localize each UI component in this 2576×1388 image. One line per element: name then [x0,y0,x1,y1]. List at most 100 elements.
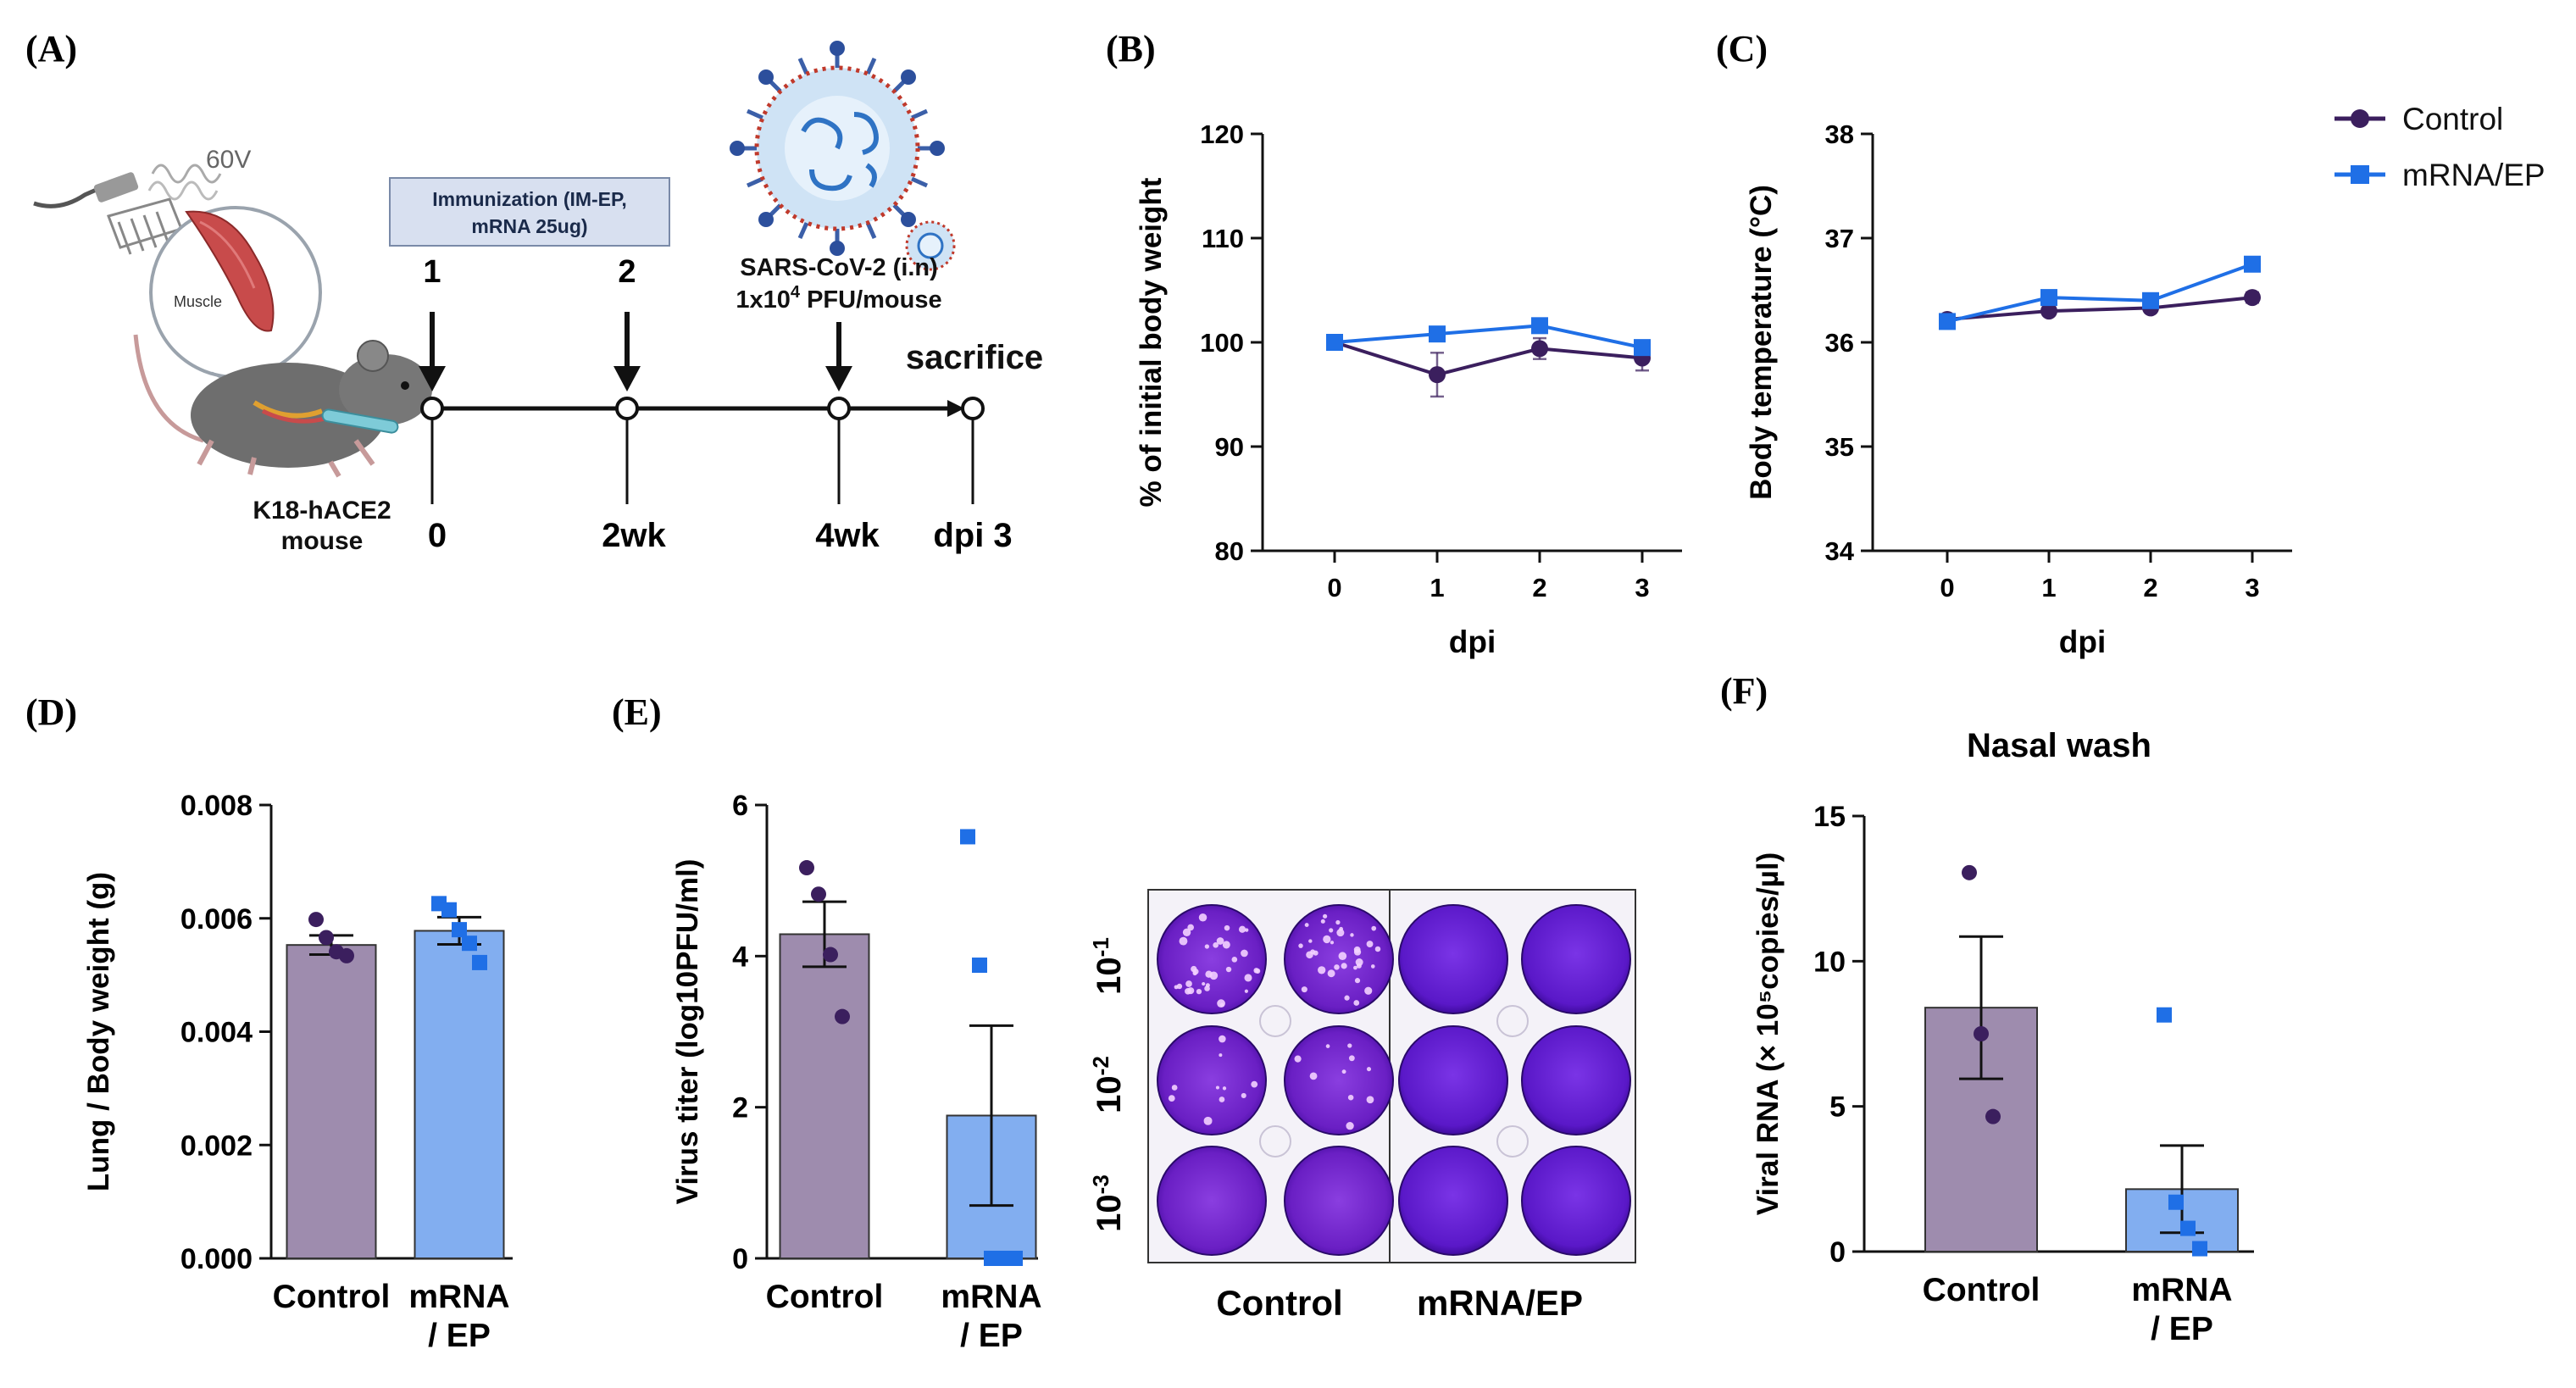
plaque-spot [1309,1072,1318,1080]
plaque-spot [1336,929,1345,937]
y-tick-label: 2 [732,1092,748,1124]
immunization-line1: Immunization (IM-EP, [432,188,627,210]
y-tick-label: 4 [732,941,748,973]
y-tick-label: 36 [1825,328,1854,358]
category-label: Control [766,1279,884,1315]
series-line-control [1946,296,2253,321]
plaque-spot [1310,949,1316,955]
plaque-spot [1298,943,1303,948]
plaque-spot [1323,935,1331,944]
data-point-mrna [2142,291,2159,309]
plaque-well [1521,1025,1631,1135]
category-label: mRNA [408,1279,509,1315]
data-point-mrna [1634,339,1651,357]
data-point-mrna [984,1251,999,1266]
plaque-spot [1371,925,1377,931]
chart-d-lung-weight: 0.000 0.002 0.004 0.006 0.008 Lung / Body wei… [82,790,513,1354]
plaque-spot [1320,919,1325,924]
y-tick-label: 0.004 [180,1017,253,1049]
panel-label-f: (F) [1720,670,1768,712]
plaque-spot [1294,1055,1302,1063]
data-point-mrna [2040,289,2057,307]
category-label: / EP [428,1318,491,1354]
plaque-well [1157,904,1267,1014]
category-label: Control [273,1279,391,1315]
plaque-spot [1341,963,1347,969]
series-line-mrna [1334,324,1643,350]
plaque-spot [1185,980,1192,987]
plaque-spot [1224,924,1230,931]
plaque-well [1398,1146,1508,1256]
chart-f-nasal-wash: 0 5 10 15 Viral RNA (× 10⁵copies/µl) Nasal wa… [1752,727,2254,1347]
plaque-spot [1370,964,1375,969]
series-line-control [1334,341,1643,377]
category-label: mRNA [2131,1272,2232,1308]
plaque-spot [1364,986,1373,995]
plaque-spot [1304,923,1309,927]
plaque-spot [1222,941,1230,949]
chart-b-body-weight: 80 90 100 110 120 0 1 2 3 dpi % of initial body we… [1135,119,1682,659]
dose-label-2: 2 [618,254,636,290]
plaque-spot [1366,1067,1372,1072]
plaque-spot [1213,941,1219,948]
y-tick-label: 37 [1825,224,1854,253]
data-point-mrna [1531,317,1548,335]
data-point-control [823,947,838,963]
data-point-control [1962,864,1977,880]
mouse-label-line1: K18-hACE2 [253,497,391,525]
data-point-control [308,912,324,928]
chart-e-virus-titer: 0 2 4 6 Virus titer (log10PFU/ml) Control mRNA… [671,790,1042,1354]
y-tick-label: 5 [1829,1091,1846,1124]
data-point-mrna [2157,1007,2172,1023]
y-tick-label: 15 [1813,801,1846,833]
plaque-well [1398,904,1508,1014]
data-point-control [319,930,334,946]
plaque-spot [1231,957,1238,963]
data-point-mrna [1326,334,1343,351]
plaque-spot [1353,1000,1360,1006]
x-tick-label: 2 [2143,573,2157,602]
data-point-mrna [1429,325,1446,343]
virus-label-line2: 1x104 PFU/mouse [736,283,941,314]
plaque-spot [1219,1002,1224,1008]
panel-label-c: (C) [1716,28,1768,69]
plaque-spot [1335,919,1341,925]
plaque-spot [1179,936,1188,946]
y-tick-label: 10 [1813,946,1846,978]
panel-label-e: (E) [612,691,662,733]
plaque-spot [1329,928,1334,933]
sacrifice-label: sacrifice [906,339,1043,376]
plaque-well [1284,1146,1394,1256]
plaque-well [1521,1146,1631,1256]
panel-label-a: (A) [25,28,77,69]
plate-gap [1496,1125,1529,1158]
electroporator-illustration: 60V [33,146,251,255]
x-tick-label: 1 [2041,573,2056,602]
category-label: / EP [2151,1311,2213,1347]
x-axis-label: dpi [2059,625,2106,659]
y-axis-label: Virus titer (log10PFU/ml) [671,859,704,1205]
plaque-spot [1196,988,1202,995]
plaque-well [1284,904,1394,1014]
y-axis-label: % of initial body weight [1135,177,1168,507]
mouse-illustration: K18-hACE2 mouse [133,334,432,555]
dilution-label-1: 10-1 [1088,937,1128,995]
data-point-mrna [2192,1241,2207,1257]
y-tick-label: 0.002 [180,1130,253,1162]
legend-control-marker [2351,109,2369,128]
data-point-mrna [462,936,477,952]
chart-title: Nasal wash [1967,727,2151,764]
plaque-spot [1251,1080,1258,1088]
data-point-control [2244,289,2261,307]
plaque-spot [1205,970,1213,978]
y-tick-label: 100 [1200,328,1244,358]
y-tick-label: 0.000 [180,1243,253,1275]
x-tick-label: 2 [1532,573,1546,602]
plaque-spot [1301,986,1307,993]
plaque-spot [1350,933,1354,937]
plaque-spot [1253,968,1259,974]
data-point-mrna [2180,1220,2196,1236]
plaque-spot [1366,941,1374,947]
plaque-well [1398,1025,1508,1135]
